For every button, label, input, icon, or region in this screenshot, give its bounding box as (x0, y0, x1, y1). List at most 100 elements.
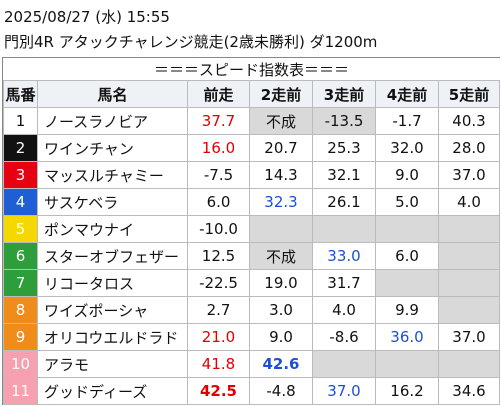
speed-index: -1.7 (375, 107, 439, 135)
speed-index: 21.0 (187, 323, 250, 351)
speed-index: 不成 (249, 242, 313, 270)
speed-index: 不成 (249, 107, 313, 135)
speed-table-box: ＝＝＝スピード指数表＝＝＝ 馬番 馬名 前走 2走前 3走前 4走前 5走前 1 ノースラノビア 3… (2, 57, 500, 405)
horse-name: グッドディーズ (37, 377, 188, 405)
speed-index: 9.0 (249, 323, 313, 351)
horse-name: サスケベラ (37, 188, 188, 216)
column-header: 3走前 (312, 80, 376, 108)
caption-row: ＝＝＝スピード指数表＝＝＝ (3, 58, 500, 81)
speed-index: 26.1 (312, 188, 376, 216)
table-row: 5 ポンマウナイ -10.0 (3, 215, 500, 243)
speed-index: 19.0 (249, 269, 313, 297)
horse-name: オリコウエルドラド (37, 323, 188, 351)
column-header: 5走前 (438, 80, 500, 108)
speed-index (438, 296, 500, 324)
horse-name: ポンマウナイ (37, 215, 188, 243)
horse-number: 9 (3, 323, 38, 351)
speed-index: -7.5 (187, 161, 250, 189)
table-row: 6 スターオブフェザー 12.5 不成 33.0 6.0 (3, 242, 500, 270)
speed-index: 2.7 (187, 296, 250, 324)
datetime: 2025/08/27 (水) 15:55 (4, 8, 170, 26)
horse-number: 2 (3, 134, 38, 162)
column-header: 馬名 (37, 80, 188, 108)
column-header: 4走前 (375, 80, 439, 108)
speed-index: 37.0 (438, 323, 500, 351)
speed-index: 5.0 (375, 188, 439, 216)
column-header: 前走 (187, 80, 250, 108)
horse-number: 8 (3, 296, 38, 324)
table-row: 3 マッスルチャミー -7.5 14.3 32.1 9.0 37.0 (3, 161, 500, 189)
speed-index: -13.5 (312, 107, 376, 135)
speed-index: 12.5 (187, 242, 250, 270)
speed-index: 40.3 (438, 107, 500, 135)
speed-index: 32.3 (249, 188, 313, 216)
speed-index (375, 269, 439, 297)
speed-index: 41.8 (187, 350, 250, 378)
horse-number: 3 (3, 161, 38, 189)
horse-name: スターオブフェザー (37, 242, 188, 270)
speed-index (438, 269, 500, 297)
speed-index: 32.1 (312, 161, 376, 189)
speed-index: 25.3 (312, 134, 376, 162)
speed-index: 16.2 (375, 377, 439, 405)
speed-index: 28.0 (438, 134, 500, 162)
horse-number: 10 (3, 350, 38, 378)
speed-index: 36.0 (375, 323, 439, 351)
speed-index (312, 215, 376, 243)
speed-index (375, 215, 439, 243)
horse-number: 11 (3, 377, 38, 405)
speed-index (249, 215, 313, 243)
speed-index: 37.0 (438, 161, 500, 189)
speed-index: -22.5 (187, 269, 250, 297)
table-row: 4 サスケベラ 6.0 32.3 26.1 5.0 4.0 (3, 188, 500, 216)
horse-number: 4 (3, 188, 38, 216)
table-row: 1 ノースラノビア 37.7 不成 -13.5 -1.7 40.3 (3, 107, 500, 135)
speed-index: 6.0 (375, 242, 439, 270)
table-caption: ＝＝＝スピード指数表＝＝＝ (3, 58, 500, 81)
horse-number: 5 (3, 215, 38, 243)
speed-index: -8.6 (312, 323, 376, 351)
speed-index: 3.0 (249, 296, 313, 324)
table-row: 11 グッドディーズ 42.5 -4.8 37.0 16.2 34.6 (3, 377, 500, 405)
column-header: 馬番 (3, 80, 38, 108)
horse-name: ワインチャン (37, 134, 188, 162)
speed-index: 33.0 (312, 242, 376, 270)
speed-index: 16.0 (187, 134, 250, 162)
table-row: 9 オリコウエルドラド 21.0 9.0 -8.6 36.0 37.0 (3, 323, 500, 351)
speed-index: 9.9 (375, 296, 439, 324)
speed-index: 32.0 (375, 134, 439, 162)
speed-index: 42.5 (187, 377, 250, 405)
speed-index: -10.0 (187, 215, 250, 243)
speed-index: 4.0 (312, 296, 376, 324)
table-row: 10 アラモ 41.8 42.6 (3, 350, 500, 378)
speed-index: 20.7 (249, 134, 313, 162)
speed-index: 37.0 (312, 377, 376, 405)
horse-number: 1 (3, 107, 38, 135)
speed-index (375, 350, 439, 378)
speed-index: 6.0 (187, 188, 250, 216)
speed-index (438, 350, 500, 378)
table-row: 2 ワインチャン 16.0 20.7 25.3 32.0 28.0 (3, 134, 500, 162)
header-row: 馬番 馬名 前走 2走前 3走前 4走前 5走前 (3, 80, 500, 108)
horse-number: 7 (3, 269, 38, 297)
horse-name: アラモ (37, 350, 188, 378)
table-row: 7 リコータロス -22.5 19.0 31.7 (3, 269, 500, 297)
horse-name: ノースラノビア (37, 107, 188, 135)
speed-index: 37.7 (187, 107, 250, 135)
speed-index (438, 215, 500, 243)
speed-index: 31.7 (312, 269, 376, 297)
speed-index: 9.0 (375, 161, 439, 189)
speed-index: 42.6 (249, 350, 313, 378)
speed-index: 14.3 (249, 161, 313, 189)
horse-number: 6 (3, 242, 38, 270)
horse-name: マッスルチャミー (37, 161, 188, 189)
speed-index: -4.8 (249, 377, 313, 405)
speed-table: ＝＝＝スピード指数表＝＝＝ 馬番 馬名 前走 2走前 3走前 4走前 5走前 1 ノースラノビア 3… (3, 58, 500, 405)
table-row: 8 ワイズポーシャ 2.7 3.0 4.0 9.9 (3, 296, 500, 324)
speed-index (312, 350, 376, 378)
speed-index: 4.0 (438, 188, 500, 216)
horse-name: リコータロス (37, 269, 188, 297)
speed-index: 34.6 (438, 377, 500, 405)
speed-index (438, 242, 500, 270)
